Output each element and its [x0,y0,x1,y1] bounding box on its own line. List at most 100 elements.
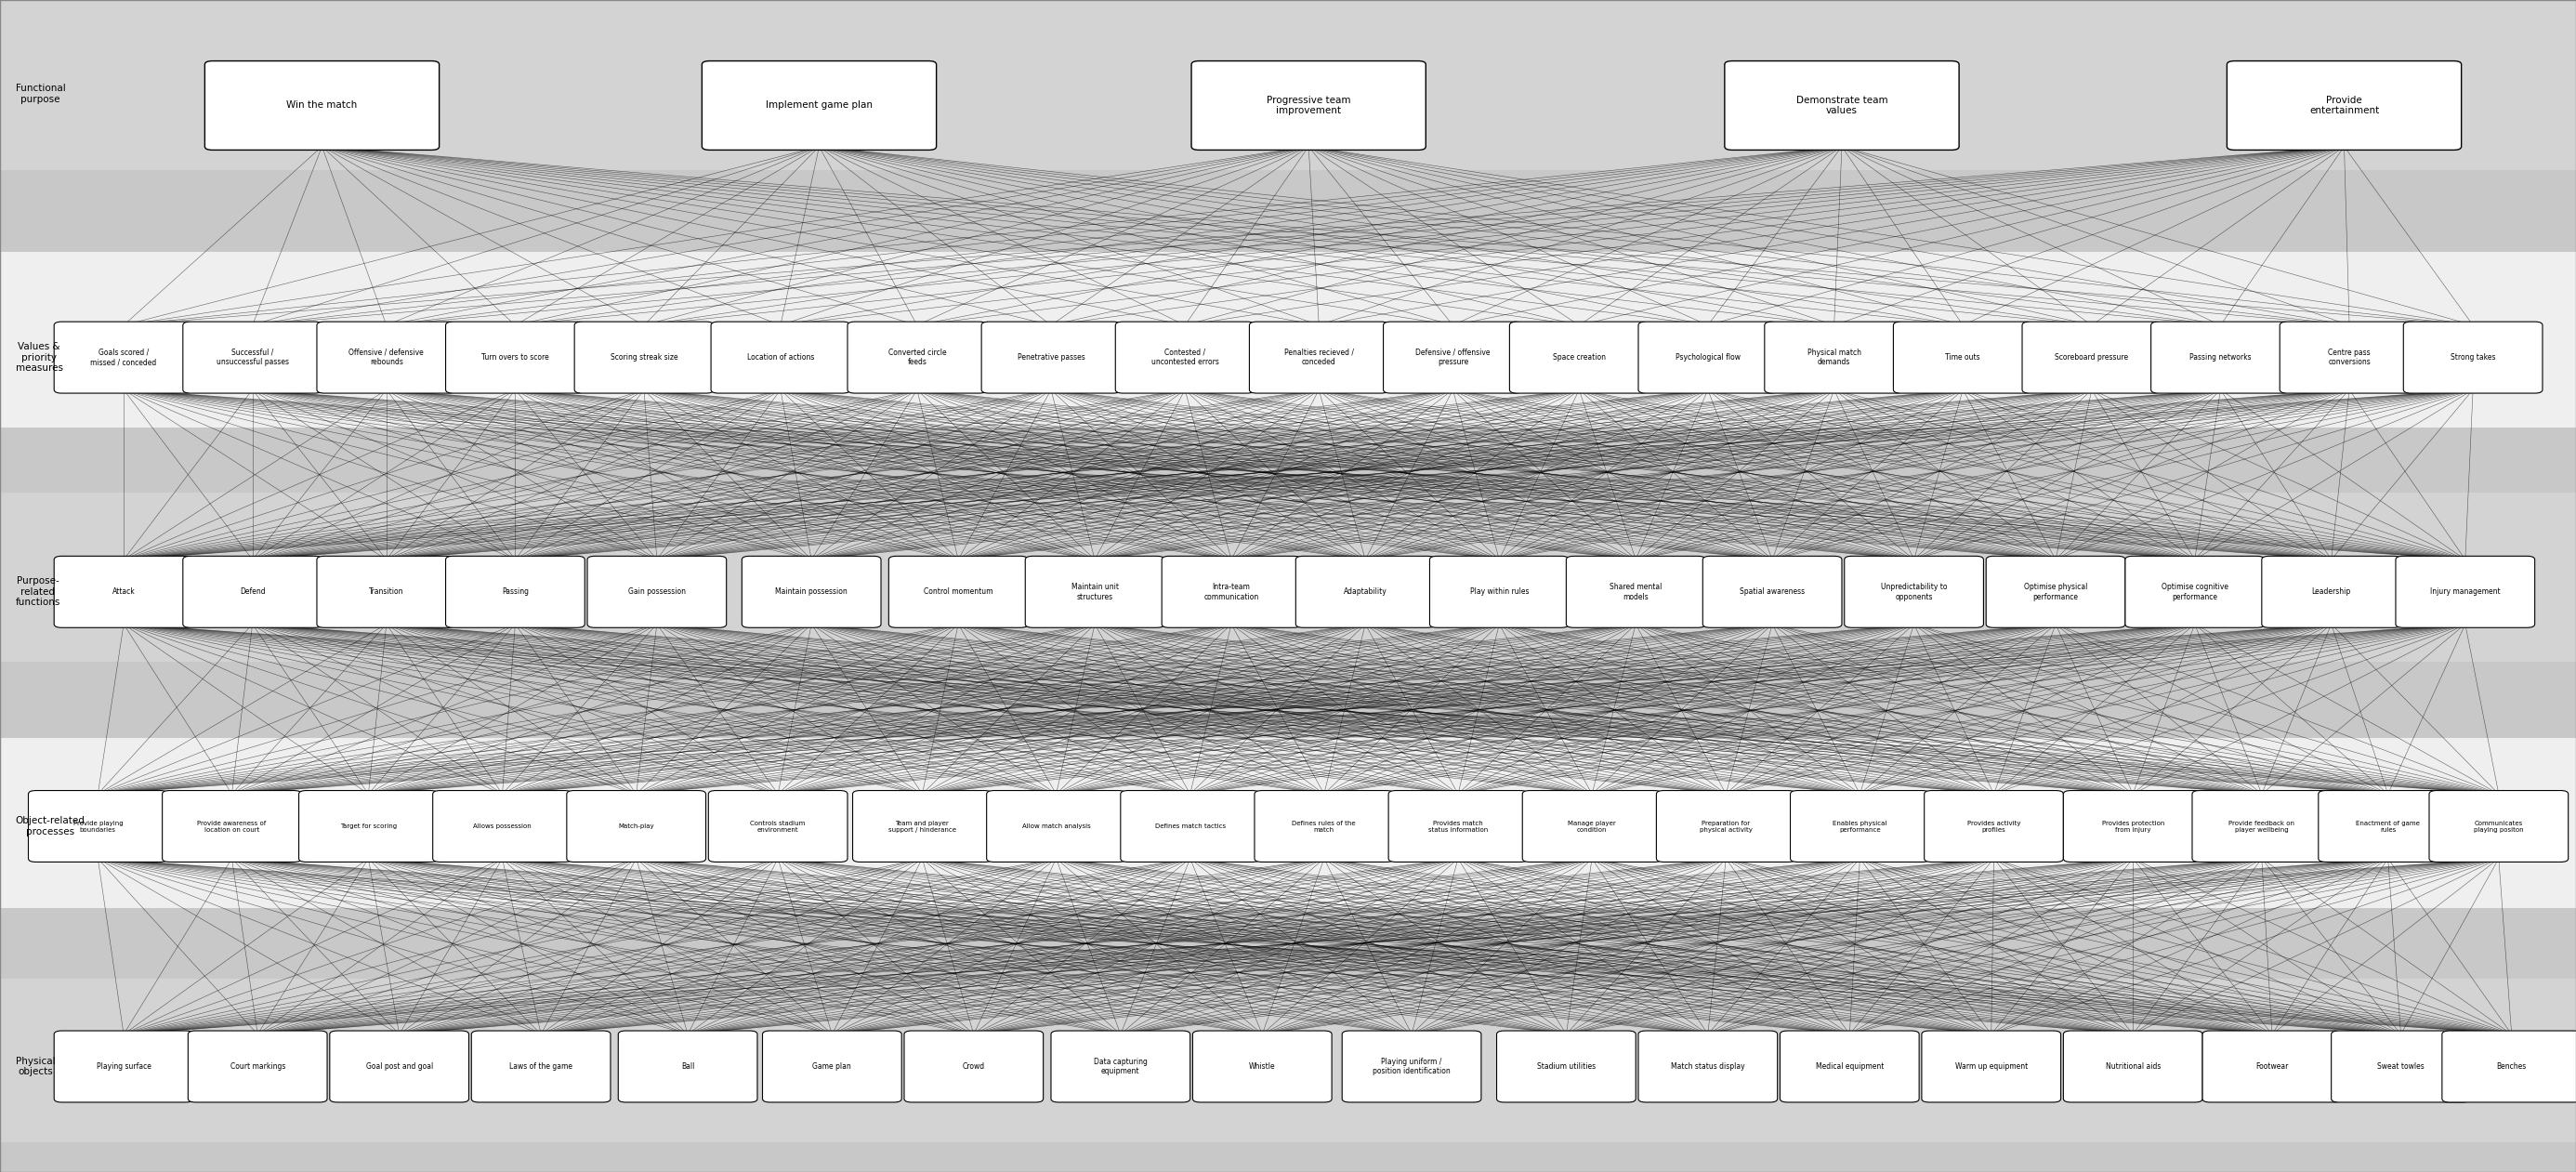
FancyBboxPatch shape [317,321,456,394]
FancyBboxPatch shape [54,1031,193,1102]
FancyBboxPatch shape [204,61,438,150]
FancyBboxPatch shape [1025,557,1164,628]
Text: Laws of the game: Laws of the game [510,1062,572,1071]
Text: Penetrative passes: Penetrative passes [1018,353,1084,362]
FancyBboxPatch shape [1726,61,1958,150]
FancyBboxPatch shape [762,1031,902,1102]
FancyBboxPatch shape [1638,1031,1777,1102]
Text: Scoreboard pressure: Scoreboard pressure [2056,353,2128,362]
Bar [0,738,2576,908]
Text: Scoring streak size: Scoring streak size [611,353,677,362]
FancyBboxPatch shape [2262,557,2401,628]
Text: Location of actions: Location of actions [747,353,814,362]
FancyBboxPatch shape [1924,791,2063,863]
FancyBboxPatch shape [2022,321,2161,394]
FancyBboxPatch shape [1765,321,1904,394]
Bar [0,492,2576,662]
FancyBboxPatch shape [2403,321,2543,394]
FancyBboxPatch shape [446,321,585,394]
Text: Maintain unit
structures: Maintain unit structures [1072,582,1118,601]
FancyBboxPatch shape [711,321,850,394]
Text: Goal post and goal: Goal post and goal [366,1062,433,1071]
FancyBboxPatch shape [1638,321,1777,394]
FancyBboxPatch shape [742,557,881,628]
Text: Transition: Transition [368,587,404,597]
FancyBboxPatch shape [1510,321,1649,394]
FancyBboxPatch shape [1383,321,1522,394]
Text: Progressive team
improvement: Progressive team improvement [1267,95,1350,116]
Text: Demonstrate team
values: Demonstrate team values [1795,95,1888,116]
Text: Physical
objects: Physical objects [15,1056,54,1077]
Text: Provides protection
from injury: Provides protection from injury [2102,820,2164,832]
Text: Footwear: Footwear [2257,1062,2287,1071]
FancyBboxPatch shape [433,791,572,863]
Text: Sweat towles: Sweat towles [2378,1062,2424,1071]
FancyBboxPatch shape [2331,1031,2470,1102]
FancyBboxPatch shape [28,791,167,863]
FancyBboxPatch shape [2318,791,2458,863]
Text: Defines rules of the
match: Defines rules of the match [1293,820,1355,832]
FancyBboxPatch shape [299,791,438,863]
FancyBboxPatch shape [1115,321,1255,394]
Text: Shared mental
models: Shared mental models [1610,582,1662,601]
FancyBboxPatch shape [701,61,938,150]
Text: Team and player
support / hinderance: Team and player support / hinderance [889,820,956,832]
Text: Enables physical
performance: Enables physical performance [1832,820,1888,832]
FancyBboxPatch shape [1922,1031,2061,1102]
Text: Manage player
condition: Manage player condition [1569,820,1615,832]
Text: Provide
entertainment: Provide entertainment [2308,95,2380,116]
FancyBboxPatch shape [1193,1031,1332,1102]
Text: Communicates
playing positon: Communicates playing positon [2473,820,2524,832]
Text: Provides match
status information: Provides match status information [1427,820,1489,832]
FancyBboxPatch shape [1388,791,1528,863]
FancyBboxPatch shape [1051,1031,1190,1102]
FancyBboxPatch shape [987,791,1126,863]
FancyBboxPatch shape [162,791,301,863]
Text: Adaptability: Adaptability [1345,587,1386,597]
Text: Passing: Passing [502,587,528,597]
FancyBboxPatch shape [1255,791,1394,863]
FancyBboxPatch shape [1162,557,1301,628]
Text: Defend: Defend [240,587,265,597]
Text: Medical equipment: Medical equipment [1816,1062,1883,1071]
FancyBboxPatch shape [1342,1031,1481,1102]
Text: Provide playing
boundaries: Provide playing boundaries [72,820,124,832]
FancyBboxPatch shape [317,557,456,628]
FancyBboxPatch shape [183,321,322,394]
Text: Control momentum: Control momentum [925,587,992,597]
Text: Target for scoring: Target for scoring [340,824,397,829]
Bar [0,979,2576,1143]
FancyBboxPatch shape [1780,1031,1919,1102]
Text: Playing surface: Playing surface [95,1062,152,1071]
Text: Values &
priority
measures: Values & priority measures [15,342,62,373]
Text: Psychological flow: Psychological flow [1674,353,1741,362]
Text: Space creation: Space creation [1553,353,1605,362]
Text: Enactment of game
rules: Enactment of game rules [2357,820,2419,832]
FancyBboxPatch shape [848,321,987,394]
Text: Injury management: Injury management [2429,587,2501,597]
Text: Playing uniform /
position identification: Playing uniform / position identificatio… [1373,1057,1450,1076]
Text: Win the match: Win the match [286,101,358,110]
Text: Optimise cognitive
performance: Optimise cognitive performance [2161,582,2228,601]
Bar [0,252,2576,428]
Text: Defensive / offensive
pressure: Defensive / offensive pressure [1414,348,1492,367]
FancyBboxPatch shape [2063,1031,2202,1102]
FancyBboxPatch shape [1522,791,1662,863]
FancyBboxPatch shape [54,321,193,394]
FancyBboxPatch shape [183,557,322,628]
FancyBboxPatch shape [1566,557,1705,628]
Text: Physical match
demands: Physical match demands [1808,348,1860,367]
Text: Controls stadium
environment: Controls stadium environment [750,820,806,832]
Text: Game plan: Game plan [811,1062,853,1071]
Text: Match-play: Match-play [618,824,654,829]
Text: Maintain possession: Maintain possession [775,587,848,597]
FancyBboxPatch shape [2429,791,2568,863]
Text: Play within rules: Play within rules [1471,587,1528,597]
FancyBboxPatch shape [446,557,585,628]
FancyBboxPatch shape [618,1031,757,1102]
FancyBboxPatch shape [2280,321,2419,394]
FancyBboxPatch shape [708,791,848,863]
FancyBboxPatch shape [1430,557,1569,628]
Text: Optimise physical
performance: Optimise physical performance [2025,582,2087,601]
FancyBboxPatch shape [54,557,193,628]
